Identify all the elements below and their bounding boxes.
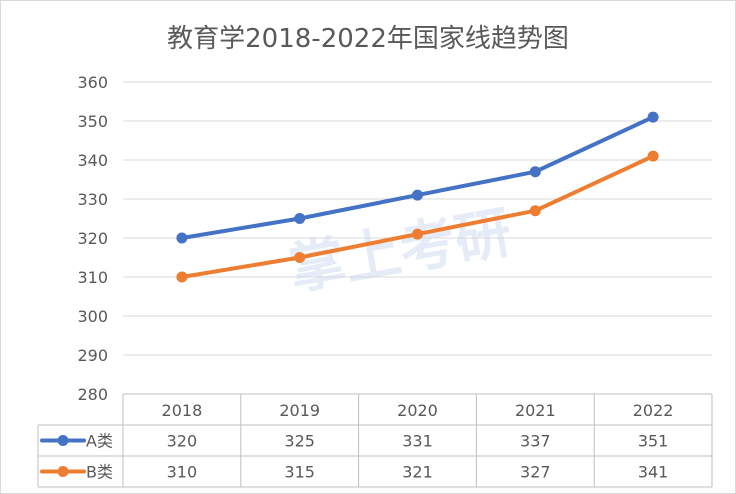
data-table: 2018 2019 2020 2021 2022 A类 320 325 331 337 351 B类 3… <box>37 393 713 488</box>
series-layer <box>176 111 659 283</box>
y-tick-label: 300 <box>77 307 108 326</box>
legend-label: B类 <box>86 463 113 482</box>
data-point <box>647 150 659 162</box>
y-tick-label: 310 <box>77 268 108 287</box>
y-tick-label: 360 <box>77 73 108 92</box>
data-point <box>176 271 188 283</box>
y-tick-label: 330 <box>77 190 108 209</box>
data-point <box>176 232 188 244</box>
data-point <box>647 111 659 123</box>
x-category-label: 2021 <box>515 401 556 420</box>
table-value: 320 <box>167 432 198 451</box>
legend-marker-0 <box>57 435 69 446</box>
data-point <box>529 166 541 178</box>
data-point <box>412 228 423 240</box>
table-value: 351 <box>638 432 669 451</box>
y-tick-label: 350 <box>77 112 108 131</box>
x-category-label: 2019 <box>279 401 320 420</box>
x-category-label: 2020 <box>397 401 438 420</box>
chart-title: 教育学2018-2022年国家线趋势图 <box>167 24 569 54</box>
table-value: 310 <box>167 463 198 482</box>
table-value: 325 <box>284 432 315 451</box>
data-point <box>294 213 306 224</box>
table-value: 327 <box>520 463 551 482</box>
table-value: 315 <box>284 463 315 482</box>
y-tick-label: 340 <box>77 151 108 170</box>
data-point <box>412 189 423 201</box>
table-value: 337 <box>520 432 551 451</box>
table-value: 321 <box>402 463 433 482</box>
y-tick-label: 320 <box>77 229 108 248</box>
y-tick-label: 290 <box>77 346 108 365</box>
table-value: 341 <box>638 463 669 482</box>
legend-label: A类 <box>86 432 113 451</box>
data-point <box>529 205 541 217</box>
table-value: 331 <box>402 432 433 451</box>
x-category-label: 2018 <box>162 401 203 420</box>
x-category-label: 2022 <box>633 401 674 420</box>
y-tick-label: 280 <box>77 385 108 404</box>
data-point <box>294 252 306 263</box>
legend-marker-1 <box>57 466 69 477</box>
y-axis-ticks: 280 290 300 310 320 330 340 350 360 <box>77 73 108 404</box>
